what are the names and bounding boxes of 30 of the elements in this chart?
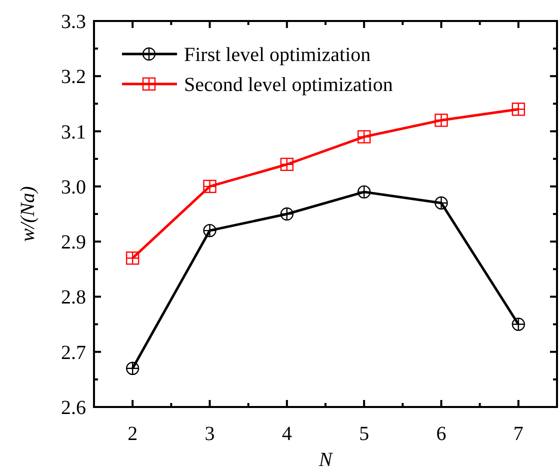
point bbox=[512, 102, 526, 116]
y-tick-label: 3.1 bbox=[61, 121, 86, 144]
legend-label: First level optimization bbox=[184, 44, 371, 66]
x-tick-label: 7 bbox=[513, 423, 524, 445]
y-tick-label: 3.0 bbox=[61, 176, 86, 198]
point bbox=[434, 196, 448, 210]
y-tick-label: 2.8 bbox=[61, 286, 86, 309]
point bbox=[434, 114, 448, 127]
point bbox=[357, 130, 371, 144]
y-tick-label: 2.7 bbox=[61, 342, 86, 364]
y-tick-label: 3.2 bbox=[61, 66, 86, 88]
x-axis-title: N bbox=[318, 449, 334, 470]
x-tick-label: 6 bbox=[436, 423, 446, 445]
y-tick-label: 3.3 bbox=[61, 11, 86, 33]
x-tick-label: 5 bbox=[359, 423, 370, 445]
point bbox=[126, 362, 140, 375]
point bbox=[280, 158, 294, 171]
point bbox=[126, 252, 140, 265]
point bbox=[203, 224, 216, 238]
point bbox=[203, 180, 216, 194]
y-tick-label: 2.6 bbox=[61, 397, 86, 419]
x-tick-label: 4 bbox=[282, 423, 292, 445]
y-tick-label: 2.9 bbox=[61, 232, 86, 254]
point bbox=[512, 318, 526, 331]
x-tick-label: 3 bbox=[204, 423, 215, 445]
x-tick-label: 2 bbox=[128, 423, 138, 445]
point bbox=[357, 185, 371, 199]
point bbox=[280, 207, 294, 221]
legend-label: Second level optimization bbox=[184, 74, 393, 96]
y-axis-title: w/(Na) bbox=[17, 186, 39, 242]
